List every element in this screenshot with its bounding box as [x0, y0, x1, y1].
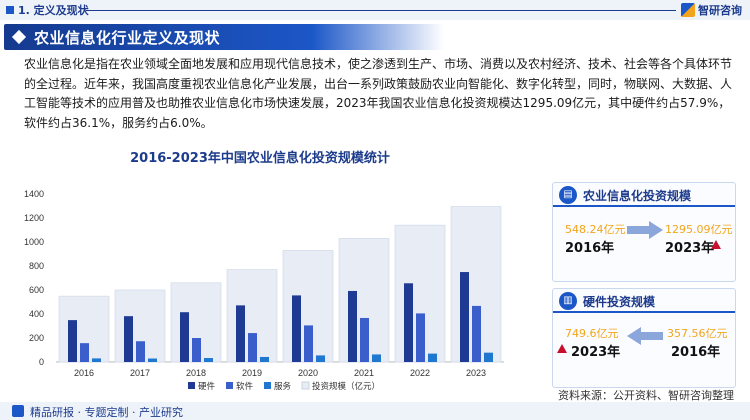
bar-chart-icon: ▥ [559, 292, 577, 310]
legend-swatch [188, 382, 195, 389]
page-title: 农业信息化行业定义及现状 [34, 29, 221, 47]
legend-label: 投资规模（亿元） [312, 381, 380, 391]
x-tick-label: 2022 [410, 368, 430, 378]
legend-swatch [301, 381, 310, 390]
card-left-value: 548.24亿元 [565, 223, 626, 236]
bar-software [136, 341, 145, 362]
report-icon [12, 405, 24, 417]
up-arrow-icon [557, 344, 567, 353]
arrow-right-icon [627, 221, 663, 239]
card-left-value: 749.6亿元 [565, 327, 619, 340]
bar-software [80, 343, 89, 362]
footer-slogan: 精品研报 · 专题定制 · 产业研究 [30, 406, 183, 419]
y-tick-label: 200 [29, 333, 44, 343]
bar-service [484, 352, 493, 362]
legend-swatch [264, 382, 271, 389]
brand-logo: 智研咨询 [681, 2, 742, 18]
y-tick-label: 800 [29, 261, 44, 271]
bar-hardware [68, 320, 77, 362]
card-left-year: 2016年 [565, 241, 615, 256]
bar-software [192, 338, 201, 362]
card-total-investment: ▤ 农业信息化投资规模 548.24亿元 2016年 1295.09亿元 202… [552, 182, 736, 282]
x-tick-label: 2017 [130, 368, 150, 378]
bar-software [360, 317, 369, 362]
card-title: 硬件投资规模 [583, 295, 656, 309]
section-marker-icon [6, 6, 14, 14]
bar-service [148, 358, 157, 362]
x-tick-label: 2019 [242, 368, 262, 378]
bar-hardware [124, 316, 133, 362]
y-tick-label: 1000 [24, 237, 44, 247]
y-tick-label: 1400 [24, 189, 44, 199]
card-left-year: 2023年 [571, 345, 621, 360]
x-tick-label: 2018 [186, 368, 206, 378]
diamond-icon [11, 29, 27, 45]
y-tick-label: 0 [39, 357, 44, 367]
legend-swatch [226, 382, 233, 389]
legend-label: 服务 [274, 381, 292, 391]
bar-hardware [404, 283, 413, 362]
bar-software [416, 313, 425, 362]
bar-hardware [180, 312, 189, 362]
y-tick-label: 600 [29, 285, 44, 295]
bar-service [372, 354, 381, 362]
top-bar: 1. 定义及现状 智研咨询 [0, 0, 750, 20]
card-right-value: 1295.09亿元 [665, 223, 733, 236]
card-title: 农业信息化投资规模 [583, 189, 692, 203]
bar-hardware [460, 272, 469, 362]
y-tick-label: 1200 [24, 213, 44, 223]
bar-hardware [236, 305, 245, 362]
bar-software [304, 325, 313, 362]
chart-title: 2016-2023年中国农业信息化投资规模统计 [130, 151, 390, 166]
investment-chart: 0 200 400 600 800 1000 1200 1400 2016 2017 2018 201… [24, 189, 504, 391]
legend-label: 硬件 [198, 381, 216, 391]
bar-hardware [348, 290, 357, 362]
bar-software [248, 333, 257, 362]
card-hardware-investment: ▥ 硬件投资规模 749.6亿元 2023年 357.56亿元 2016年 [552, 288, 736, 388]
card-right-year: 2023年 [665, 241, 715, 256]
x-tick-label: 2020 [298, 368, 318, 378]
arrow-left-icon [627, 327, 663, 345]
logo-text: 智研咨询 [698, 4, 742, 17]
card-header: ▥ 硬件投资规模 [553, 289, 735, 313]
y-tick-label: 400 [29, 309, 44, 319]
bar-service [204, 358, 213, 362]
bar-service [428, 353, 437, 362]
section-heading: 1. 定义及现状 [18, 4, 89, 17]
card-right-value: 357.56亿元 [667, 327, 728, 340]
page-title-bar: 农业信息化行业定义及现状 [4, 24, 444, 50]
bar-hardware [292, 295, 301, 362]
x-tick-label: 2021 [354, 368, 374, 378]
source-note: 资料来源：公开资料、智研咨询整理 [558, 389, 734, 402]
bar-service [316, 355, 325, 362]
card-header: ▤ 农业信息化投资规模 [553, 183, 735, 207]
chart-icon: ▤ [559, 186, 577, 204]
x-tick-label: 2023 [466, 368, 486, 378]
x-tick-label: 2016 [74, 368, 94, 378]
bar-service [260, 356, 269, 362]
card-right-year: 2016年 [671, 345, 721, 360]
bar-software [472, 305, 481, 362]
footer-bar: 精品研报 · 专题定制 · 产业研究 [0, 402, 750, 420]
header-rule [86, 10, 676, 11]
up-arrow-icon [711, 240, 721, 249]
intro-paragraph: 农业信息化是指在农业领域全面地发展和应用现代信息技术，使之渗透到生产、市场、消费… [24, 57, 733, 130]
bar-service [92, 358, 101, 362]
legend-label: 软件 [236, 381, 254, 391]
logo-icon [681, 3, 695, 17]
